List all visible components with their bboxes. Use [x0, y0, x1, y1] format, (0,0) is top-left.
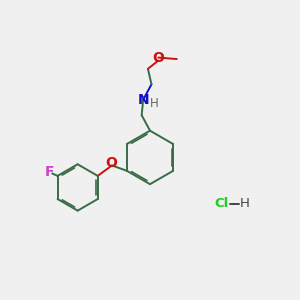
Text: F: F	[44, 165, 54, 179]
Text: O: O	[152, 51, 164, 64]
Text: H: H	[150, 97, 159, 110]
Text: O: O	[105, 156, 117, 170]
Text: N: N	[137, 93, 149, 107]
Text: Cl: Cl	[215, 197, 229, 210]
Text: H: H	[240, 197, 250, 210]
